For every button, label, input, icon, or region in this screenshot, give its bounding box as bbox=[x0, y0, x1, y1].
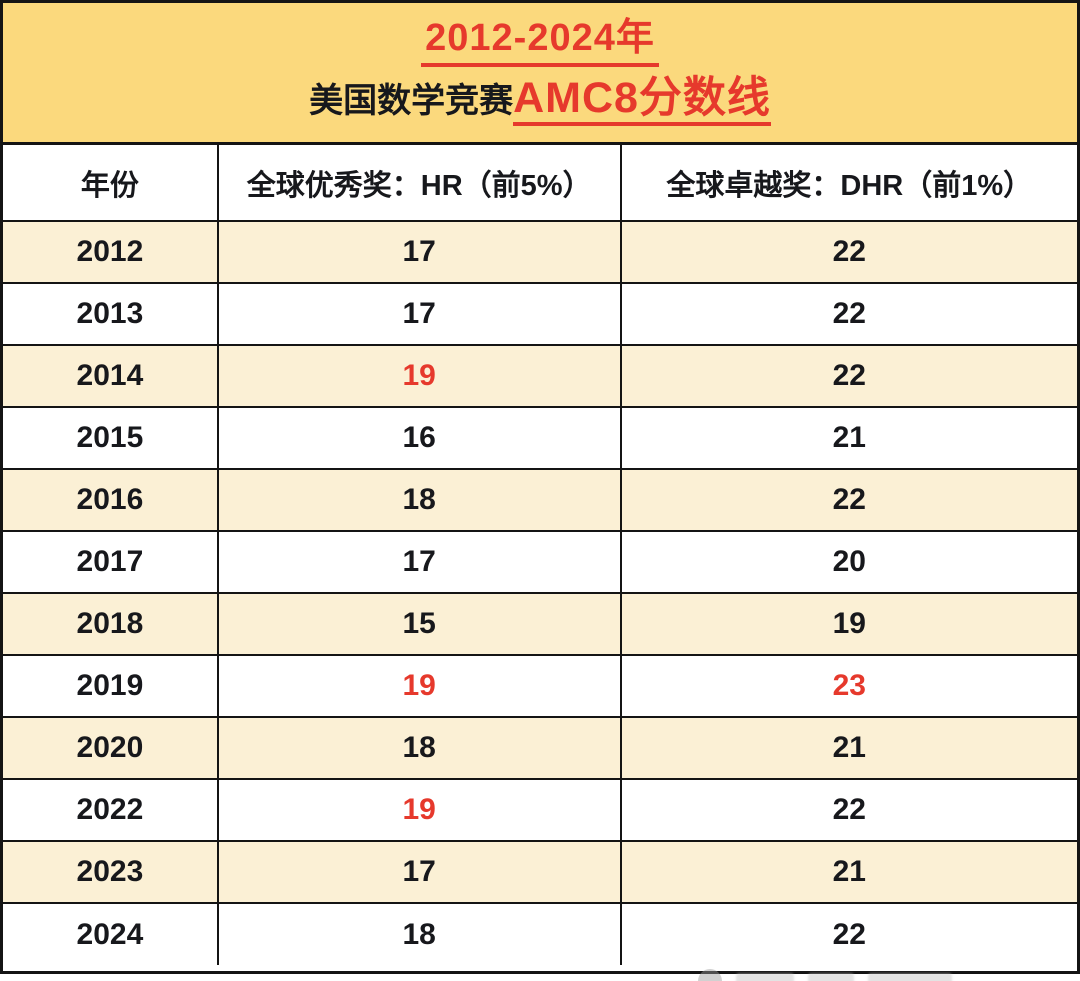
year-cell: 2016 bbox=[3, 468, 219, 532]
table-row: 2019 19 23 bbox=[3, 654, 1077, 718]
year-cell: 2023 bbox=[3, 840, 219, 904]
score-table: 年份 全球优秀奖：HR（前5%） 全球卓越奖：DHR（前1%） 2012 17 22… bbox=[3, 145, 1077, 965]
column-header-year: 年份 bbox=[3, 145, 219, 222]
table-row: 2024 18 22 bbox=[3, 902, 1077, 965]
dhr-score-cell: 21 bbox=[619, 406, 1077, 470]
watermark-text-blur bbox=[868, 973, 952, 981]
dhr-score-cell: 22 bbox=[619, 282, 1077, 346]
year-cell: 2014 bbox=[3, 344, 219, 408]
table-row: 2012 17 22 bbox=[3, 220, 1077, 284]
year-cell: 2017 bbox=[3, 530, 219, 594]
hr-score-cell: 18 bbox=[216, 902, 622, 965]
table-row: 2016 18 22 bbox=[3, 468, 1077, 532]
table-row: 2020 18 21 bbox=[3, 716, 1077, 780]
year-cell: 2022 bbox=[3, 778, 219, 842]
table-row: 2022 19 22 bbox=[3, 778, 1077, 842]
dhr-score-cell: 21 bbox=[619, 716, 1077, 780]
banner-subtitle-amc8-cutoff: AMC8分数线 bbox=[513, 77, 771, 127]
dhr-score-cell: 22 bbox=[619, 344, 1077, 408]
table-header-row: 年份 全球优秀奖：HR（前5%） 全球卓越奖：DHR（前1%） bbox=[3, 145, 1077, 222]
table-row: 2013 17 22 bbox=[3, 282, 1077, 346]
table-row: 2018 15 19 bbox=[3, 592, 1077, 656]
hr-score-cell: 17 bbox=[216, 530, 622, 594]
banner-subtitle-contest-name: 美国数学竞赛 bbox=[309, 82, 514, 121]
dhr-score-cell: 21 bbox=[619, 840, 1077, 904]
banner-subtitle: 美国数学竞赛AMC8分数线 bbox=[309, 77, 771, 127]
hr-score-cell: 18 bbox=[216, 468, 622, 532]
column-header-hr: 全球优秀奖：HR（前5%） bbox=[216, 145, 622, 222]
hr-score-cell: 17 bbox=[216, 220, 622, 284]
dhr-score-cell: 19 bbox=[619, 592, 1077, 656]
hr-score-cell: 17 bbox=[216, 282, 622, 346]
table-row: 2015 16 21 bbox=[3, 406, 1077, 470]
hr-score-cell: 19 bbox=[216, 654, 622, 718]
dhr-score-cell: 22 bbox=[619, 468, 1077, 532]
year-cell: 2018 bbox=[3, 592, 219, 656]
hr-score-cell: 15 bbox=[216, 592, 622, 656]
year-cell: 2020 bbox=[3, 716, 219, 780]
hr-score-cell: 16 bbox=[216, 406, 622, 470]
hr-score-cell: 19 bbox=[216, 778, 622, 842]
banner: 2012-2024年 美国数学竞赛AMC8分数线 bbox=[3, 3, 1077, 145]
table-row: 2023 17 21 bbox=[3, 840, 1077, 904]
hr-score-cell: 19 bbox=[216, 344, 622, 408]
year-cell: 2019 bbox=[3, 654, 219, 718]
banner-title-years: 2012-2024年 bbox=[421, 18, 659, 68]
year-cell: 2015 bbox=[3, 406, 219, 470]
dhr-score-cell: 23 bbox=[619, 654, 1077, 718]
table-row: 2017 17 20 bbox=[3, 530, 1077, 594]
dhr-score-cell: 22 bbox=[619, 220, 1077, 284]
table-body: 2012 17 22 2013 17 22 2014 19 22 2015 16 21 2016 18 22… bbox=[3, 220, 1077, 965]
dhr-score-cell: 20 bbox=[619, 530, 1077, 594]
column-header-dhr: 全球卓越奖：DHR（前1%） bbox=[619, 145, 1077, 222]
year-cell: 2024 bbox=[3, 902, 219, 965]
watermark-text-blur bbox=[808, 973, 854, 981]
watermark-text-blur bbox=[736, 973, 794, 981]
year-cell: 2013 bbox=[3, 282, 219, 346]
dhr-score-cell: 22 bbox=[619, 902, 1077, 965]
dhr-score-cell: 22 bbox=[619, 778, 1077, 842]
hr-score-cell: 18 bbox=[216, 716, 622, 780]
hr-score-cell: 17 bbox=[216, 840, 622, 904]
year-cell: 2012 bbox=[3, 220, 219, 284]
table-row: 2014 19 22 bbox=[3, 344, 1077, 408]
